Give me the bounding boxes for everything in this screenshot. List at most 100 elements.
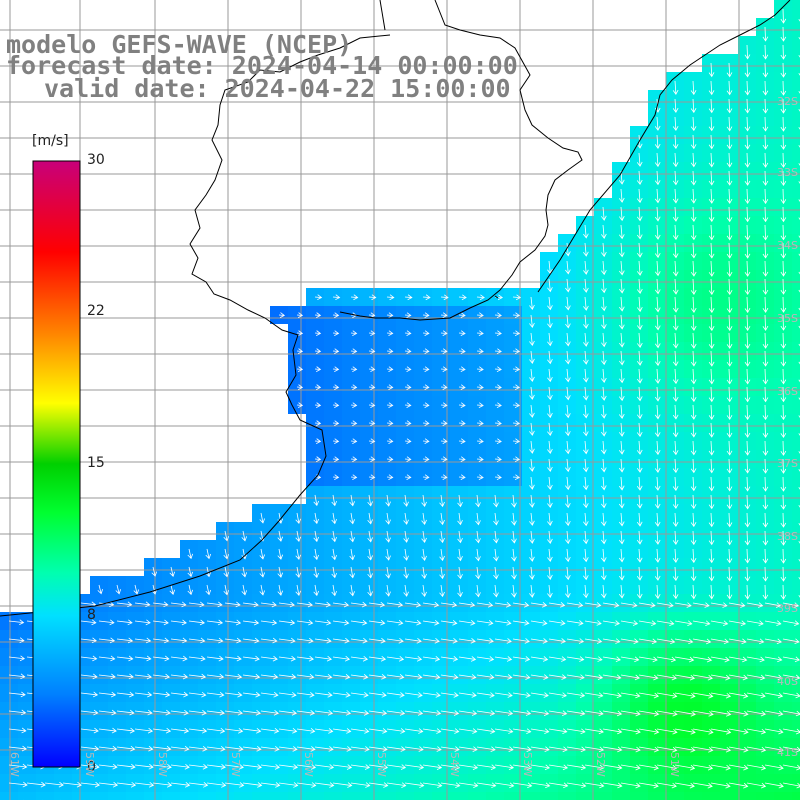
wind-arrow — [422, 420, 430, 427]
wind-arrow — [296, 655, 314, 662]
wind-arrow — [690, 170, 697, 186]
wind-arrow — [476, 656, 495, 662]
wind-arrow — [242, 601, 259, 608]
lon-label: 57W — [229, 752, 242, 777]
wind-arrow — [98, 781, 119, 788]
wind-arrow — [440, 638, 458, 644]
wind-arrow — [583, 458, 589, 473]
wind-arrow — [368, 330, 376, 336]
wind-arrow — [746, 746, 767, 753]
lat-label: 39S — [777, 602, 798, 615]
wind-arrow — [584, 674, 604, 681]
wind-arrow — [672, 98, 679, 113]
wind-arrow — [744, 44, 751, 60]
wind-arrow — [566, 656, 585, 662]
wind-arrow — [314, 710, 334, 716]
wind-arrow — [187, 584, 194, 596]
wind-arrow — [708, 188, 715, 204]
wind-arrow — [529, 476, 535, 490]
wind-arrow — [458, 294, 467, 301]
wind-arrow — [619, 332, 625, 348]
wind-cell — [612, 792, 630, 800]
wind-arrow — [690, 386, 697, 403]
wind-arrow — [530, 602, 548, 608]
wind-arrow — [422, 330, 430, 337]
wind-arrow — [746, 728, 767, 735]
wind-arrow — [636, 242, 643, 258]
wind-arrow — [654, 296, 661, 313]
wind-arrow — [260, 764, 281, 770]
wind-arrow — [349, 584, 355, 597]
wind-arrow — [672, 548, 679, 563]
wind-arrow — [332, 764, 353, 770]
wind-arrow — [404, 420, 412, 426]
wind-arrow — [762, 422, 769, 438]
wind-arrow — [583, 440, 589, 455]
wind-arrow — [404, 619, 422, 626]
wind-arrow — [708, 314, 715, 332]
wind-arrow — [708, 548, 715, 564]
wind-arrow — [728, 728, 749, 735]
wind-arrow — [708, 62, 715, 78]
wind-arrow — [241, 584, 248, 596]
wind-arrow — [349, 548, 355, 561]
wind-arrow — [601, 296, 607, 312]
wind-arrow — [746, 602, 764, 608]
wind-arrow — [80, 637, 97, 644]
wind-arrow — [475, 494, 481, 508]
wind-arrow — [314, 438, 322, 444]
wind-arrow — [690, 422, 697, 438]
wind-arrow — [440, 764, 461, 770]
wind-arrow — [350, 474, 358, 480]
wind-arrow — [206, 637, 224, 644]
wind-arrow — [440, 474, 448, 481]
wind-arrow — [620, 728, 641, 735]
wind-arrow — [744, 206, 751, 223]
wind-arrow — [548, 656, 567, 662]
wind-arrow — [636, 422, 643, 438]
wind-arrow — [332, 637, 350, 644]
wind-arrow — [780, 152, 787, 168]
wind-arrow — [618, 494, 625, 509]
wind-arrow — [386, 655, 405, 662]
wind-arrow — [636, 206, 643, 222]
wind-arrow — [782, 638, 800, 645]
wind-arrow — [386, 438, 394, 444]
wind-arrow — [602, 692, 622, 699]
wind-arrow — [708, 440, 715, 456]
wind-cell — [792, 792, 800, 800]
wind-arrow — [512, 312, 521, 319]
wind-arrow — [636, 494, 643, 509]
wind-arrow — [780, 440, 787, 456]
wind-cell — [450, 792, 468, 800]
wind-arrow — [762, 134, 769, 150]
wind-arrow — [80, 727, 99, 734]
wind-arrow — [708, 242, 715, 259]
wind-arrow — [674, 710, 696, 717]
wind-arrow — [636, 512, 643, 527]
wind-arrow — [547, 332, 553, 347]
wind-arrow — [314, 728, 334, 734]
wind-arrow — [260, 746, 280, 752]
wind-arrow — [295, 584, 302, 596]
wind-arrow — [672, 152, 679, 168]
wind-arrow — [762, 350, 769, 367]
wind-arrow — [672, 422, 679, 438]
wind-arrow — [458, 366, 466, 373]
wind-arrow — [762, 98, 769, 114]
wind-arrow — [476, 312, 484, 319]
wind-arrow — [764, 674, 783, 681]
wind-arrow — [584, 620, 602, 626]
wind-arrow — [583, 566, 589, 581]
wind-arrow — [638, 656, 658, 663]
wind-arrow — [295, 512, 302, 524]
wind-arrow — [726, 206, 733, 223]
wind-arrow — [690, 368, 697, 385]
wind-arrow — [726, 548, 733, 564]
wind-arrow — [708, 224, 715, 241]
wind-arrow — [350, 692, 369, 698]
wind-arrow — [386, 674, 405, 680]
wind-arrow — [62, 781, 82, 788]
wind-arrow — [744, 170, 751, 186]
wind-arrow — [636, 440, 643, 455]
